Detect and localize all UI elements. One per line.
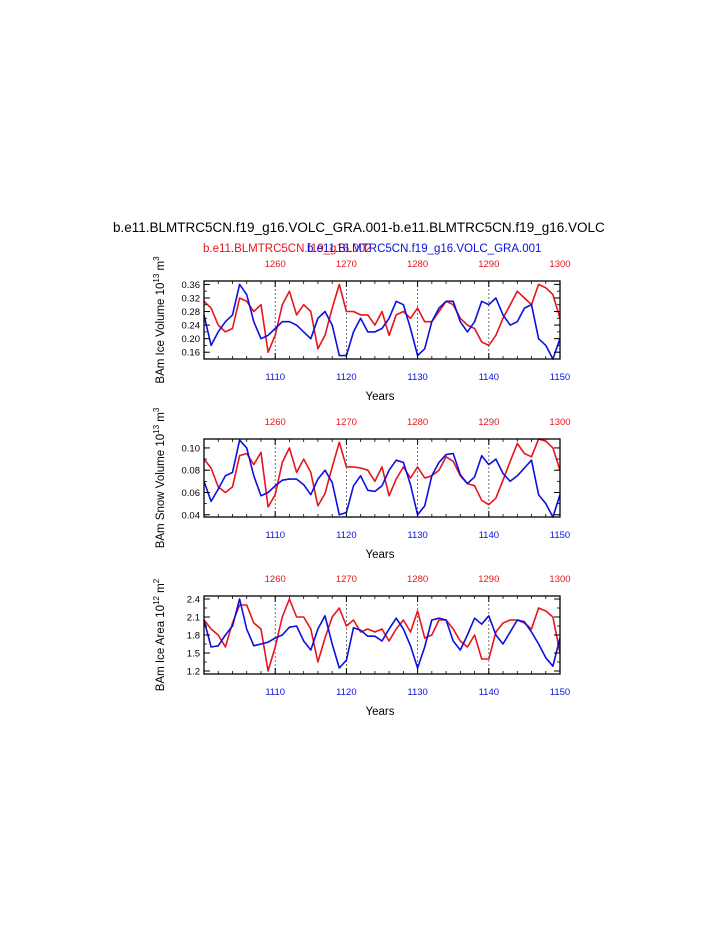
y-tick-label: 0.04	[182, 510, 201, 521]
x-tick-label-bottom: 1120	[336, 687, 356, 698]
y-tick-label: 0.06	[182, 488, 201, 499]
x-tick-label-top: 1260	[265, 417, 286, 428]
x-tick-label-bottom: 1110	[265, 687, 285, 698]
x-tick-label-bottom: 1140	[479, 687, 499, 698]
y-tick-label: 0.24	[182, 321, 201, 332]
series-case-a	[203, 598, 561, 672]
y-axis-label-part: m	[155, 412, 167, 425]
x-tick-label-top: 1270	[336, 574, 357, 585]
y-tick-label: 0.20	[182, 334, 201, 345]
x-tick-label-bottom: 1150	[550, 372, 570, 383]
y-axis-label-part: BAm Ice Area 10	[155, 605, 167, 691]
panel-2: 0.04 0.06 0.08 0.10 1110 1120 1130 1140 1150 1260…	[152, 407, 571, 561]
panel-1: 0.16 0.20 0.24 0.28 0.32 0.36 1110 1120 1130 1140…	[152, 256, 571, 403]
x-tick-label-bottom: 1140	[479, 372, 499, 383]
panel-3: 1.2 1.5 1.8 2.1 2.4 1110 1120 1130 1140 1150 1260 1…	[152, 574, 571, 718]
x-tick-label-top: 1290	[478, 574, 499, 585]
x-tick-label-bottom: 1130	[407, 530, 427, 541]
y-tick-label: 0.10	[182, 443, 201, 454]
y-axis-label-part: BAm Ice Volume 10	[155, 283, 167, 384]
x-tick-label-top: 1300	[549, 417, 570, 428]
x-axis-label: Years	[366, 706, 395, 718]
y-tick-label: 1.2	[187, 667, 200, 678]
x-tick-label-bottom: 1110	[265, 530, 285, 541]
y-axis-label: BAm Snow Volume 1013 m3	[152, 407, 167, 548]
x-tick-label-top: 1260	[265, 574, 286, 585]
x-axis-label: Years	[366, 391, 395, 403]
y-tick-label: 1.8	[187, 631, 200, 642]
y-axis-label-part: m	[155, 583, 167, 596]
x-axis-label: Years	[366, 549, 395, 561]
x-tick-label-bottom: 1150	[550, 687, 570, 698]
x-tick-label-top: 1280	[407, 417, 428, 428]
y-axis-label: BAm Ice Area 1012 m2	[152, 578, 167, 691]
x-tick-label-top: 1280	[407, 574, 428, 585]
y-axis-label-part: 3	[152, 256, 161, 261]
y-tick-label: 0.28	[182, 307, 201, 318]
legend-case-a: b.e11.BLMTRC5CN.f19_g16.002	[203, 243, 372, 255]
x-tick-label-top: 1300	[549, 259, 570, 270]
y-tick-label: 0.32	[182, 293, 201, 304]
plot-frame	[203, 280, 561, 360]
series-case-a	[203, 283, 561, 354]
series-case-b	[203, 439, 561, 518]
x-tick-label-top: 1270	[336, 259, 357, 270]
x-tick-label-top: 1270	[336, 417, 357, 428]
y-axis-label-part: BAm Snow Volume 10	[155, 434, 167, 548]
x-tick-label-top: 1300	[549, 574, 570, 585]
x-tick-label-bottom: 1140	[479, 530, 499, 541]
y-axis-label-part: 13	[152, 424, 161, 433]
x-tick-label-bottom: 1120	[336, 530, 356, 541]
y-tick-label: 1.5	[187, 649, 200, 660]
x-tick-label-bottom: 1110	[265, 372, 285, 383]
x-tick-label-bottom: 1120	[336, 372, 356, 383]
plot-frame	[203, 438, 561, 518]
y-axis-label: BAm Ice Volume 1013 m3	[152, 256, 167, 384]
y-axis-label-part: 12	[152, 595, 161, 604]
x-tick-label-bottom: 1130	[407, 372, 427, 383]
y-axis-label-part: 3	[152, 407, 161, 412]
plot-frame	[203, 595, 561, 675]
y-axis-label-part: 13	[152, 273, 161, 282]
y-axis-label-part: m	[155, 261, 167, 274]
x-tick-label-top: 1290	[478, 417, 499, 428]
y-tick-label: 0.36	[182, 280, 201, 291]
x-tick-label-top: 1280	[407, 259, 428, 270]
figure-title: b.e11.BLMTRC5CN.f19_g16.VOLC_GRA.001-b.e…	[113, 220, 605, 235]
y-tick-label: 0.08	[182, 466, 201, 477]
series-case-b	[203, 598, 561, 669]
y-tick-label: 0.16	[182, 348, 201, 359]
y-tick-label: 2.1	[187, 613, 200, 624]
x-tick-label-top: 1260	[265, 259, 286, 270]
x-tick-label-bottom: 1150	[550, 530, 570, 541]
series-case-a	[203, 438, 561, 508]
y-axis-label-part: 2	[152, 578, 161, 583]
y-tick-label: 2.4	[187, 595, 200, 606]
series-case-b	[203, 283, 561, 360]
x-tick-label-bottom: 1130	[407, 687, 427, 698]
x-tick-label-top: 1290	[478, 259, 499, 270]
legend-case-b: b.e11.BLMTRC5CN.f19_g16.VOLC_GRA.001	[307, 243, 541, 255]
